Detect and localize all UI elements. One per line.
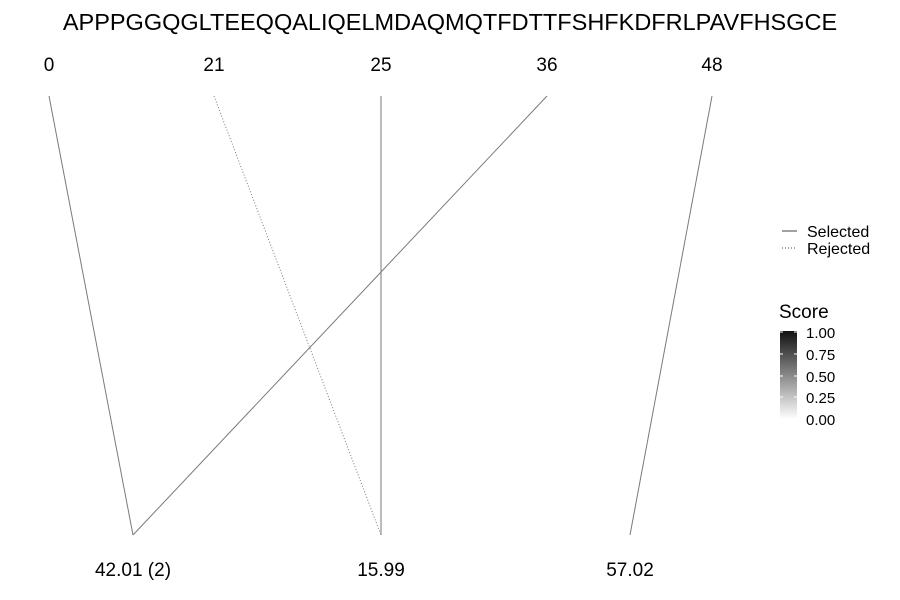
sequence: APPPGGQGLTEEQQALIQELMDAQMQTFDTTFSHFKDFRL… bbox=[63, 9, 837, 35]
top-label: 48 bbox=[701, 55, 722, 76]
score-tick-label: 0.50 bbox=[806, 369, 835, 386]
links bbox=[48, 95, 713, 536]
selected-link bbox=[629, 95, 713, 536]
top-labels: 0 21 25 36 48 bbox=[44, 55, 723, 76]
selected-link bbox=[132, 95, 548, 536]
line-legend: Selected Rejected bbox=[782, 224, 870, 258]
score-legend-title: Score bbox=[779, 302, 829, 323]
score-tick-label: 0.00 bbox=[806, 412, 835, 429]
top-label: 21 bbox=[203, 55, 224, 76]
score-colorbar bbox=[780, 331, 797, 419]
rejected-link bbox=[213, 95, 382, 536]
score-tick-label: 0.75 bbox=[806, 347, 835, 364]
bottom-label: 57.02 bbox=[606, 560, 654, 581]
top-label: 36 bbox=[536, 55, 557, 76]
bottom-labels: 42.01 (2) 15.99 57.02 bbox=[95, 560, 654, 581]
selected-legend-label: Selected bbox=[807, 224, 869, 241]
score-tick-label: 0.25 bbox=[806, 390, 835, 407]
rejected-legend-label: Rejected bbox=[807, 241, 870, 258]
top-label: 25 bbox=[370, 55, 391, 76]
selected-link bbox=[48, 95, 134, 536]
top-label: 0 bbox=[44, 55, 55, 76]
score-ticks bbox=[780, 331, 797, 398]
bottom-label: 42.01 (2) bbox=[95, 560, 171, 581]
bottom-label: 15.99 bbox=[357, 560, 405, 581]
score-tick-label: 1.00 bbox=[806, 325, 835, 342]
score-legend: Score 1.00 0.75 0.50 0.25 0.00 bbox=[779, 302, 835, 429]
